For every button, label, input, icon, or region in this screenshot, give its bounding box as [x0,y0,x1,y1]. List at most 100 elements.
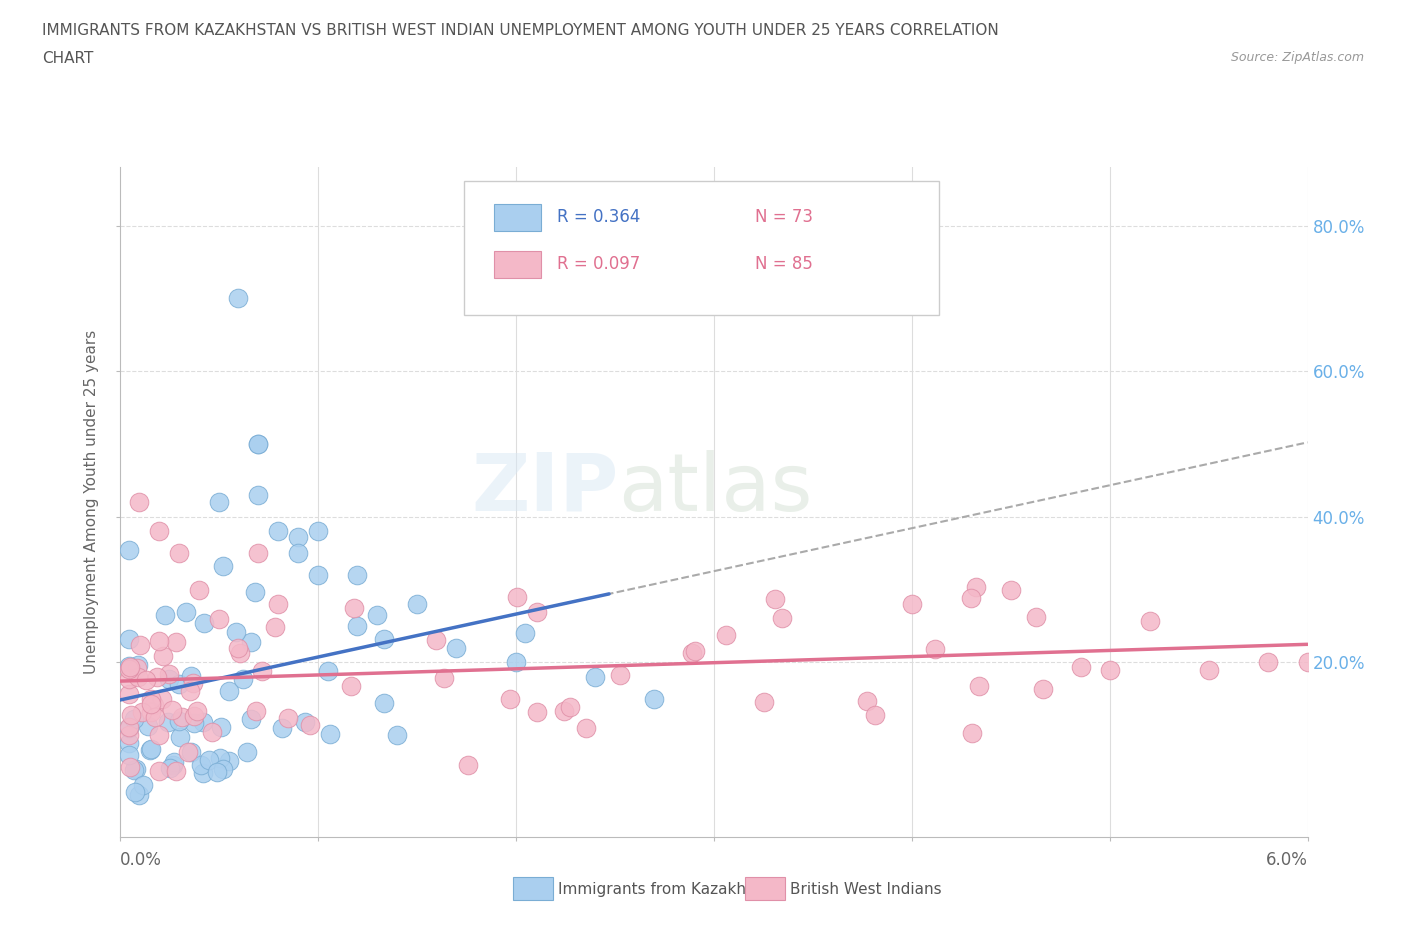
Point [959,591,981,605]
Point [135,672,157,687]
Point [232,671,254,686]
Point [141,704,163,719]
Text: IMMIGRANTS FROM KAZAKHSTAN VS BRITISH WEST INDIAN UNEMPLOYMENT AMONG YOUTH UNDER: IMMIGRANTS FROM KAZAKHSTAN VS BRITISH WE… [42,23,998,38]
Point [128,495,150,510]
Point [212,558,235,573]
Point [287,530,309,545]
Point [169,730,191,745]
Point [127,670,149,684]
Point [681,645,703,660]
Point [145,669,167,684]
Point [118,686,141,701]
Point [180,744,202,759]
Point [560,699,582,714]
Text: N = 73: N = 73 [755,208,813,226]
Point [245,703,267,718]
Point [218,753,240,768]
Bar [494,205,541,231]
Point [207,495,229,510]
Point [250,663,273,678]
Point [132,777,155,792]
Point [148,764,170,779]
Point [967,679,990,694]
Point [583,670,606,684]
Point [118,748,141,763]
Point [247,436,270,451]
Point [685,643,707,658]
Point [165,764,187,779]
Point [148,524,170,538]
Point [366,607,388,622]
Point [307,567,329,582]
Point [316,663,339,678]
Point [148,727,170,742]
Point [433,671,456,685]
Point [176,745,198,760]
Point [239,712,262,727]
Point [172,710,194,724]
Point [181,676,204,691]
Point [118,661,141,676]
Point [160,702,183,717]
Point [118,720,141,735]
Point [754,695,776,710]
Point [131,705,153,720]
Point [118,736,141,751]
Point [277,711,299,725]
Point [900,597,922,612]
Point [385,727,408,742]
Point [247,436,270,451]
Point [150,692,173,707]
Point [506,590,529,604]
Point [318,726,340,741]
Point [526,604,548,619]
Point [198,753,221,768]
Point [294,714,316,729]
Text: Immigrants from Kazakhstan: Immigrants from Kazakhstan [558,882,779,897]
Point [157,714,180,729]
Point [211,762,233,777]
Point [118,543,141,558]
Point [863,708,886,723]
Point [118,671,141,686]
Point [287,546,309,561]
Point [240,634,263,649]
Point [340,678,363,693]
Point [124,762,146,777]
Point [1032,682,1054,697]
Point [405,597,427,612]
Point [159,671,181,686]
Point [373,695,395,710]
Point [148,633,170,648]
Point [118,760,141,775]
Point [174,604,197,619]
Point [167,676,190,691]
Point [228,641,250,656]
Point [124,785,146,800]
Point [457,758,479,773]
Text: 0.0%: 0.0% [120,851,162,869]
Point [1000,582,1022,597]
Point [499,692,522,707]
Point [505,655,527,670]
Point [1257,655,1279,670]
Point [924,642,946,657]
Point [247,487,270,502]
Point [1139,614,1161,629]
Point [145,710,167,724]
Text: R = 0.364: R = 0.364 [557,208,640,226]
Point [763,591,786,606]
Point [124,763,146,777]
Point [716,627,738,642]
Point [128,638,150,653]
Point [208,751,231,765]
Point [960,725,983,740]
Point [180,669,202,684]
Point [207,764,229,779]
Point [183,709,205,724]
Point [193,766,215,781]
Point [162,757,184,772]
Point [207,611,229,626]
Text: ZIP: ZIP [471,450,619,528]
Point [236,744,259,759]
